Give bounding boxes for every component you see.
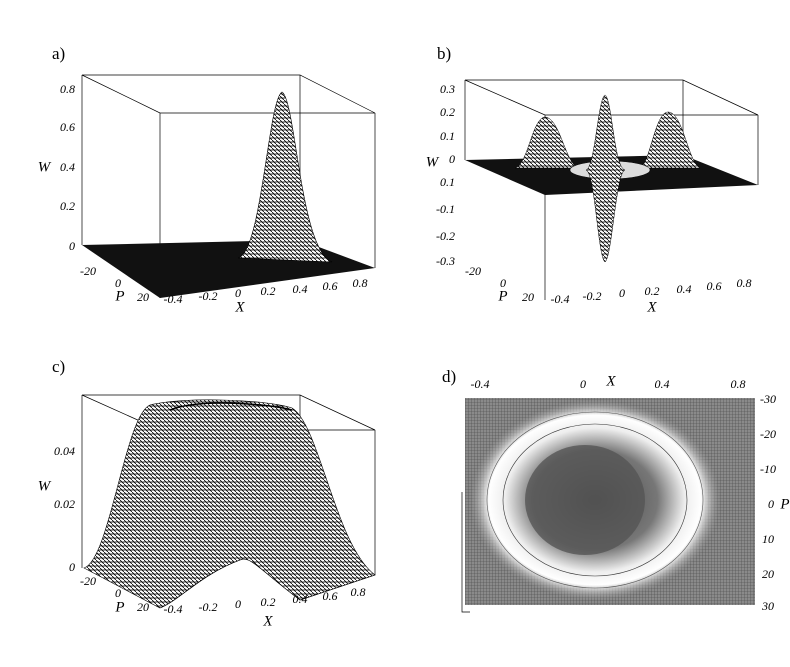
p-tick-label: 20 xyxy=(762,567,774,581)
p-tick-label: 10 xyxy=(762,532,774,546)
p-tick-label: 0 xyxy=(500,276,506,290)
p-tick-label: 30 xyxy=(761,599,774,613)
panel-label: d) xyxy=(442,367,456,386)
x-axis-title: X xyxy=(646,299,657,315)
panel-label: c) xyxy=(52,357,65,376)
z-axis-title: W xyxy=(426,154,440,170)
x-tick-label: 0 xyxy=(619,286,625,300)
p-tick-label: 20 xyxy=(522,290,534,304)
p-tick-label: -30 xyxy=(760,392,776,406)
surface-c xyxy=(81,394,376,609)
p-tick-label: 0 xyxy=(115,586,121,600)
x-tick-label: 0 xyxy=(235,286,241,300)
z-tick-label: 0.02 xyxy=(54,497,75,511)
p-axis-title: P xyxy=(114,599,124,615)
z-tick-label: -0.2 xyxy=(436,229,455,243)
p-tick-label: -20 xyxy=(80,264,96,278)
x-tick-label: 0.8 xyxy=(353,276,368,290)
z-tick-label: 0.1 xyxy=(440,175,455,189)
surface-a xyxy=(81,74,376,298)
z-tick-label: 0.2 xyxy=(60,199,75,213)
z-tick-label: 0.4 xyxy=(60,160,75,174)
x-tick-label: 0.4 xyxy=(677,282,692,296)
x-tick-label: 0.4 xyxy=(293,592,308,606)
x-tick-label: 0.8 xyxy=(731,377,746,391)
z-tick-label: 0 xyxy=(69,560,75,574)
z-tick-label: -0.1 xyxy=(436,202,455,216)
x-axis-title: X xyxy=(234,299,245,315)
x-tick-label: 0 xyxy=(580,377,586,391)
surface-b xyxy=(464,79,759,300)
x-tick-label: -0.4 xyxy=(551,292,570,306)
x-tick-label: -0.2 xyxy=(199,289,218,303)
x-axis-title: X xyxy=(605,373,616,389)
z-axis-title: W xyxy=(38,478,52,494)
z-tick-label: 0 xyxy=(69,239,75,253)
x-tick-label: 0.4 xyxy=(655,377,670,391)
p-tick-label: 0 xyxy=(115,276,121,290)
p-tick-label: -20 xyxy=(80,574,96,588)
x-tick-label: -0.4 xyxy=(471,377,490,391)
z-tick-label: 0.6 xyxy=(60,120,75,134)
z-tick-label: 0.04 xyxy=(54,444,75,458)
x-tick-label: -0.2 xyxy=(199,600,218,614)
p-tick-label: -10 xyxy=(760,462,776,476)
p-tick-label: -20 xyxy=(465,264,481,278)
x-axis-title: X xyxy=(262,613,273,629)
x-tick-label: 0.6 xyxy=(323,589,338,603)
p-axis-title: P xyxy=(114,288,124,304)
z-tick-label: -0.3 xyxy=(436,254,455,268)
x-tick-label: -0.2 xyxy=(583,289,602,303)
p-tick-label: 20 xyxy=(137,600,149,614)
p-tick-label: 0 xyxy=(768,497,774,511)
x-tick-label: 0.4 xyxy=(293,282,308,296)
x-tick-label: 0.8 xyxy=(737,276,752,290)
x-tick-label: 0.2 xyxy=(645,284,660,298)
z-tick-label: 0.3 xyxy=(440,82,455,96)
x-tick-label: 0.8 xyxy=(351,585,366,599)
x-tick-label: 0.6 xyxy=(707,279,722,293)
z-tick-label: 0.2 xyxy=(440,105,455,119)
panel-label: b) xyxy=(437,44,451,63)
x-tick-label: 0 xyxy=(235,597,241,611)
z-axis-title: W xyxy=(38,159,52,175)
p-axis-title: P xyxy=(497,288,507,304)
x-tick-label: -0.4 xyxy=(164,292,183,306)
contour-d xyxy=(461,398,755,613)
x-tick-label: 0.2 xyxy=(261,284,276,298)
x-tick-label: 0.2 xyxy=(261,595,276,609)
panel-label: a) xyxy=(52,44,65,63)
p-axis-title: P xyxy=(779,496,789,512)
z-tick-label: 0 xyxy=(449,152,455,166)
z-tick-label: 0.1 xyxy=(440,129,455,143)
p-tick-label: -20 xyxy=(760,427,776,441)
x-tick-label: 0.6 xyxy=(323,279,338,293)
z-tick-label: 0.8 xyxy=(60,82,75,96)
p-tick-label: 20 xyxy=(137,290,149,304)
x-tick-label: -0.4 xyxy=(164,602,183,616)
